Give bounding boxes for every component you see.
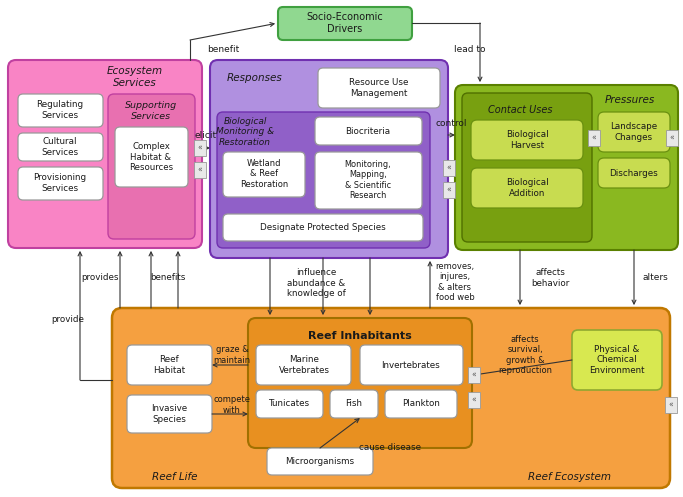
FancyBboxPatch shape — [210, 60, 448, 258]
FancyBboxPatch shape — [267, 448, 373, 475]
Text: Resource Use
Management: Resource Use Management — [349, 79, 408, 98]
Text: Reef Ecosystem: Reef Ecosystem — [529, 472, 611, 482]
Text: Provisioning
Services: Provisioning Services — [33, 173, 87, 193]
Text: control: control — [435, 118, 466, 128]
Text: provides: provides — [81, 273, 119, 282]
Text: Regulating
Services: Regulating Services — [36, 100, 83, 120]
Text: Invertebrates: Invertebrates — [382, 360, 441, 369]
Text: Plankton: Plankton — [402, 400, 440, 409]
Text: «: « — [197, 166, 202, 174]
Text: «: « — [472, 396, 476, 405]
Text: Complex
Habitat &
Resources: Complex Habitat & Resources — [129, 142, 173, 172]
Text: Microorganisms: Microorganisms — [285, 457, 354, 466]
FancyBboxPatch shape — [127, 395, 212, 433]
FancyBboxPatch shape — [248, 318, 472, 448]
FancyBboxPatch shape — [256, 390, 323, 418]
Text: «: « — [447, 164, 451, 172]
Text: Invasive
Species: Invasive Species — [151, 404, 187, 424]
Text: benefit: benefit — [207, 46, 239, 55]
FancyBboxPatch shape — [318, 68, 440, 108]
Text: affects
survival,
growth &
reproduction: affects survival, growth & reproduction — [498, 335, 552, 375]
FancyBboxPatch shape — [18, 133, 103, 161]
Text: Landscape
Changes: Landscape Changes — [611, 122, 658, 142]
FancyBboxPatch shape — [315, 117, 422, 145]
Text: Supporting
Services: Supporting Services — [125, 101, 177, 121]
FancyBboxPatch shape — [360, 345, 463, 385]
FancyBboxPatch shape — [223, 152, 305, 197]
Text: influence
abundance &
knowledge of: influence abundance & knowledge of — [287, 268, 346, 298]
Text: Pressures: Pressures — [605, 95, 655, 105]
Text: benefits: benefits — [150, 273, 186, 282]
Text: Reef Inhabitants: Reef Inhabitants — [308, 331, 412, 341]
Text: Contact Uses: Contact Uses — [488, 105, 553, 115]
Text: Monitoring,
Mapping,
& Scientific
Research: Monitoring, Mapping, & Scientific Resear… — [345, 160, 391, 200]
Text: Marine
Vertebrates: Marine Vertebrates — [279, 355, 329, 375]
Text: affects
behavior: affects behavior — [531, 268, 569, 288]
FancyBboxPatch shape — [598, 112, 670, 152]
FancyBboxPatch shape — [108, 94, 195, 239]
FancyBboxPatch shape — [112, 308, 670, 488]
FancyBboxPatch shape — [115, 127, 188, 187]
Text: Biocriteria: Biocriteria — [346, 127, 391, 136]
FancyBboxPatch shape — [217, 112, 430, 248]
FancyBboxPatch shape — [598, 158, 670, 188]
Text: Biological
Addition: Biological Addition — [505, 178, 548, 198]
Text: Discharges: Discharges — [610, 168, 658, 177]
FancyBboxPatch shape — [330, 390, 378, 418]
Text: Physical &
Chemical
Environment: Physical & Chemical Environment — [589, 345, 645, 375]
Text: cause disease: cause disease — [359, 443, 421, 452]
Text: Fish: Fish — [346, 400, 363, 409]
Text: compete
with: compete with — [214, 395, 251, 414]
FancyBboxPatch shape — [471, 120, 583, 160]
Text: elicit: elicit — [195, 131, 217, 140]
Text: «: « — [197, 144, 202, 153]
FancyBboxPatch shape — [18, 167, 103, 200]
Text: removes,
injures,
& alters
food web: removes, injures, & alters food web — [436, 262, 475, 302]
FancyBboxPatch shape — [572, 330, 662, 390]
Text: Wetland
& Reef
Restoration: Wetland & Reef Restoration — [240, 159, 288, 189]
Text: Biological
Harvest: Biological Harvest — [505, 130, 548, 150]
Text: alters: alters — [642, 273, 668, 282]
Text: «: « — [472, 370, 476, 380]
FancyBboxPatch shape — [455, 85, 678, 250]
Text: Cultural
Services: Cultural Services — [42, 137, 79, 157]
Text: lead to: lead to — [454, 46, 486, 55]
FancyBboxPatch shape — [462, 93, 592, 242]
Text: Responses: Responses — [227, 73, 283, 83]
FancyBboxPatch shape — [278, 7, 412, 40]
FancyBboxPatch shape — [315, 152, 422, 209]
Text: «: « — [591, 134, 596, 143]
FancyBboxPatch shape — [127, 345, 212, 385]
Text: Ecosystem
Services: Ecosystem Services — [107, 66, 163, 88]
Text: Reef
Habitat: Reef Habitat — [153, 355, 185, 375]
FancyBboxPatch shape — [471, 168, 583, 208]
Text: Socio-Economic
Drivers: Socio-Economic Drivers — [307, 12, 383, 34]
FancyBboxPatch shape — [18, 94, 103, 127]
Text: Reef Life: Reef Life — [152, 472, 198, 482]
FancyBboxPatch shape — [8, 60, 202, 248]
Text: Designate Protected Species: Designate Protected Species — [260, 223, 386, 232]
FancyBboxPatch shape — [223, 214, 423, 241]
Text: provide: provide — [51, 316, 85, 325]
FancyBboxPatch shape — [385, 390, 457, 418]
Text: Biological
Monitoring &
Restoration: Biological Monitoring & Restoration — [216, 117, 274, 147]
Text: «: « — [669, 134, 674, 143]
FancyBboxPatch shape — [256, 345, 351, 385]
Text: «: « — [669, 401, 673, 410]
Text: Tunicates: Tunicates — [268, 400, 309, 409]
Text: graze &
maintain: graze & maintain — [213, 345, 251, 365]
Text: «: « — [447, 185, 451, 194]
